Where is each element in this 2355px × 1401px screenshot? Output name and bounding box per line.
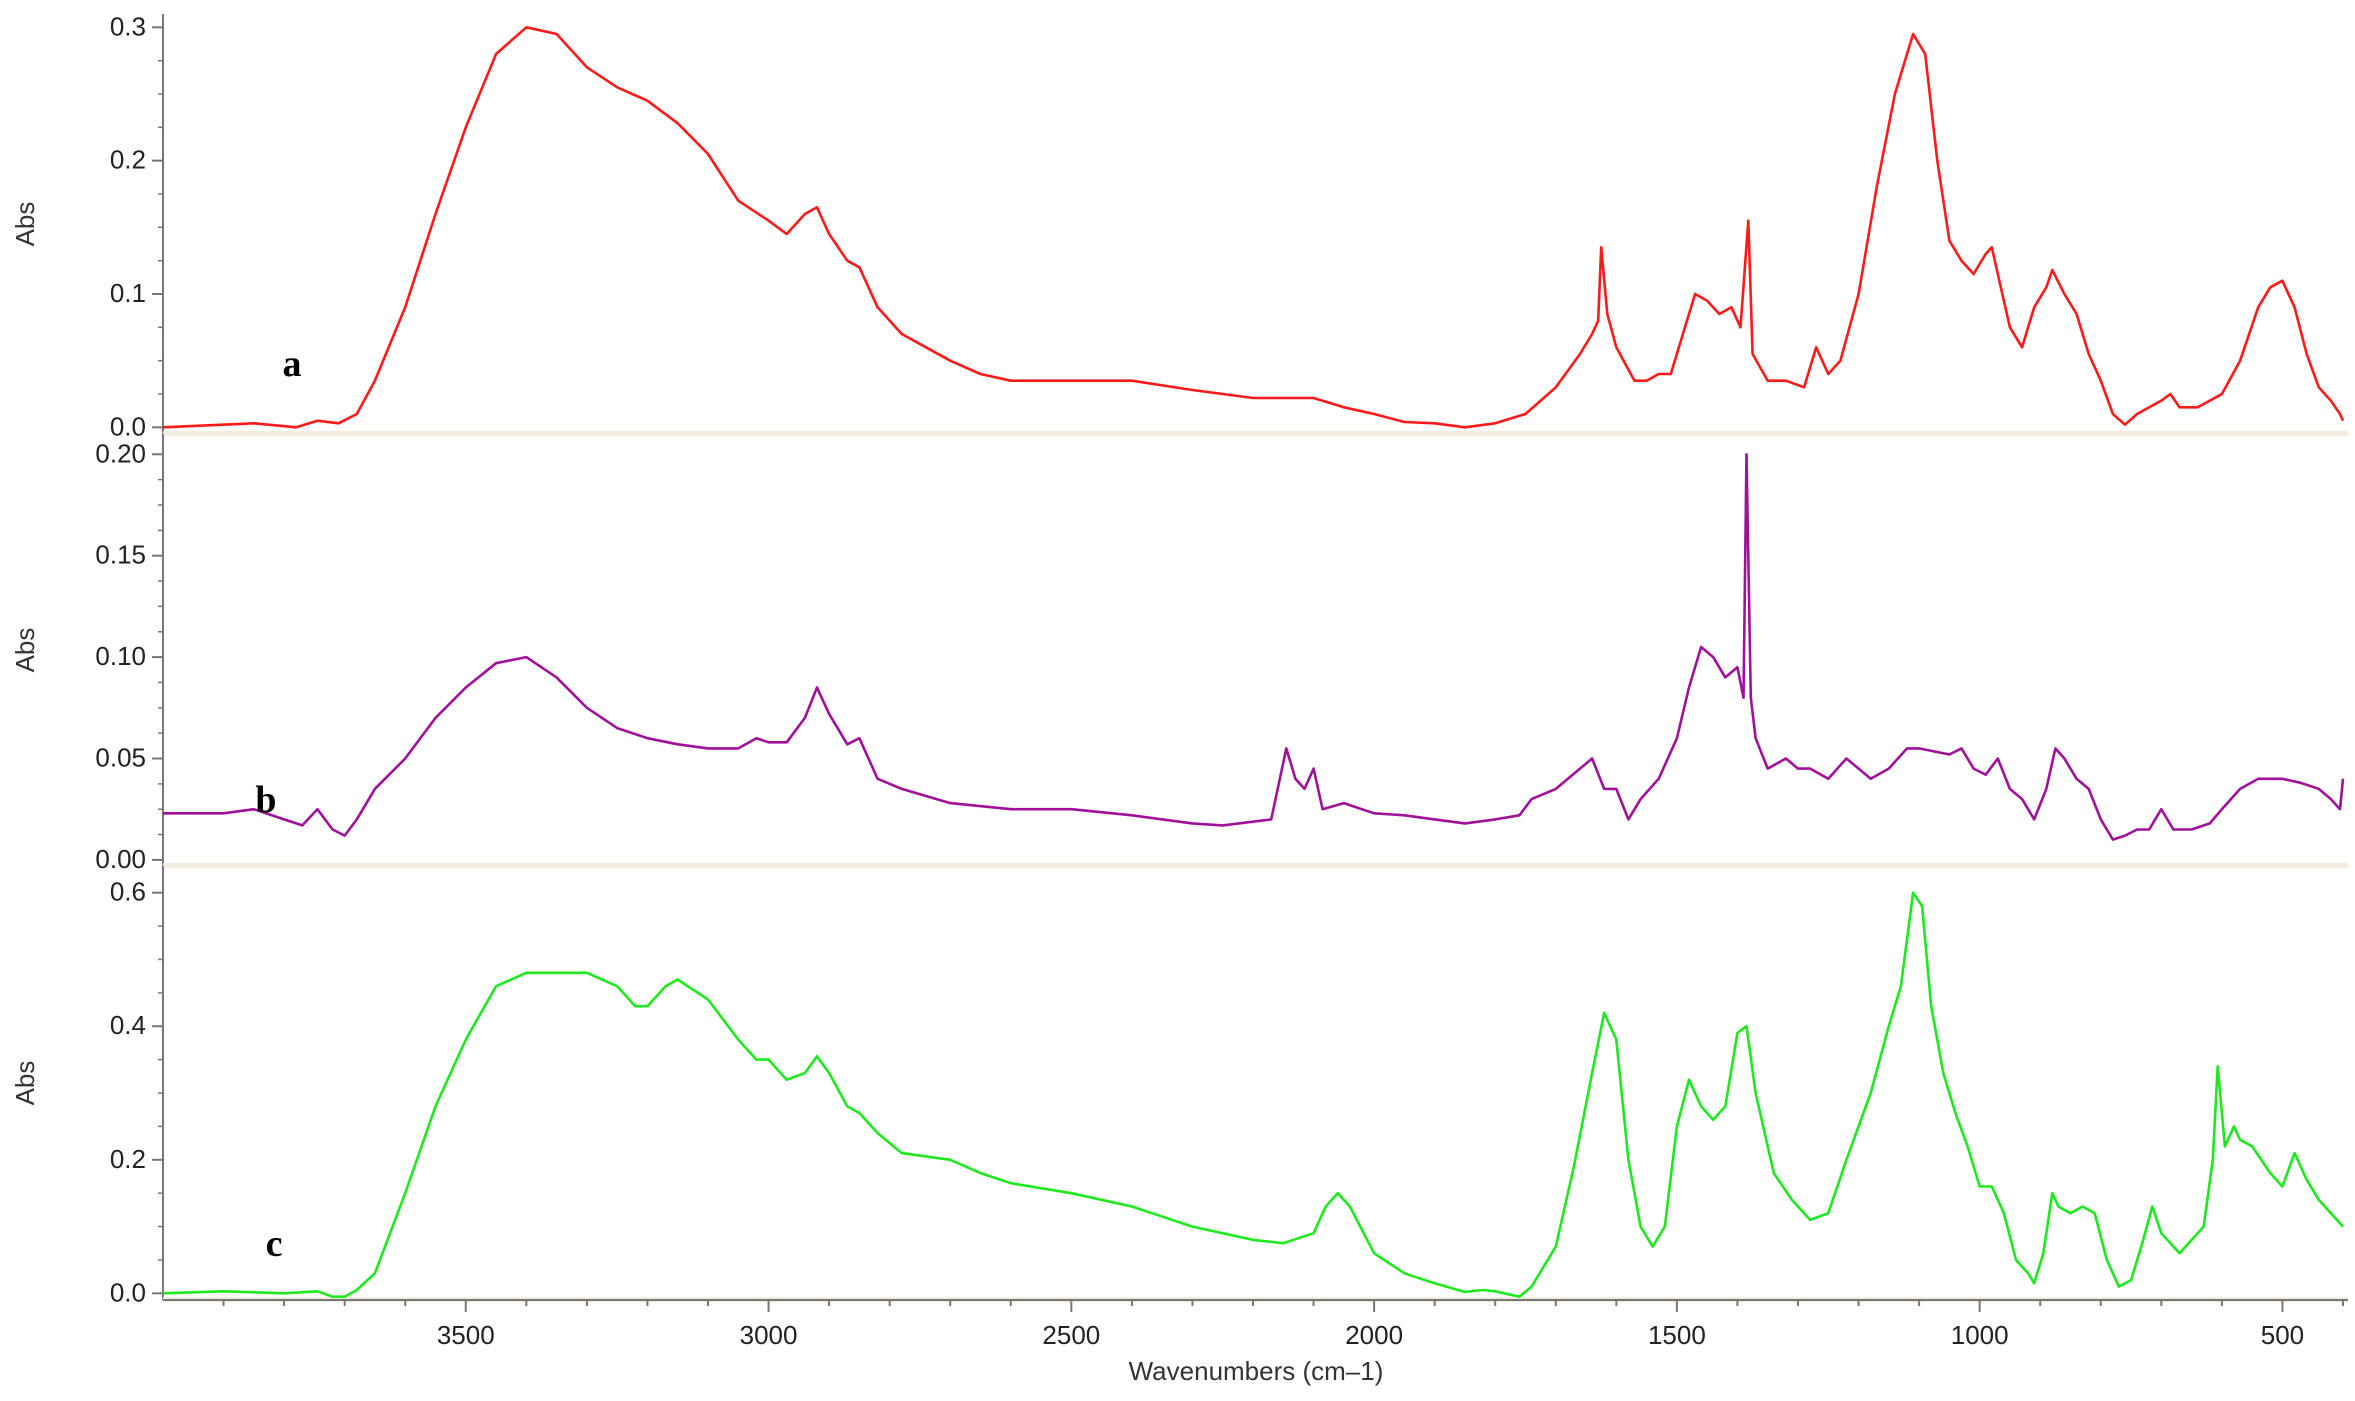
panel-separator (163, 863, 2348, 868)
spectrum-line-a (162, 26, 2345, 429)
spectrum-line-b (163, 453, 2345, 841)
x-axis: 3500 3000 2500 2000 1500 1000 500 (163, 1299, 2348, 1350)
y-tick-label: 0.3 (110, 11, 146, 41)
x-tick-label: 1000 (1951, 1320, 2009, 1350)
y-tick-label: 0.00 (95, 844, 146, 874)
panel-c: 0.0 0.2 0.4 0.6 Abs c (10, 866, 2348, 1307)
x-tick-label: 3500 (437, 1320, 495, 1350)
spectra-panels: 0.0 0.1 0.2 0.3 Abs a 0.00 0.05 0.10 0.15 0.20 Abs b… (10, 11, 2348, 1307)
panel-separator (163, 431, 2348, 436)
panel-label-c: c (266, 1223, 283, 1265)
panel-b: 0.00 0.05 0.10 0.15 0.20 Abs b (10, 434, 2348, 874)
y-tick-label: 0.0 (110, 411, 146, 441)
y-tick-label: 0.4 (110, 1010, 146, 1040)
panel-a: 0.0 0.1 0.2 0.3 Abs a (10, 11, 2348, 441)
y-axis-label: Abs (10, 1061, 40, 1106)
x-tick-label: 2000 (1345, 1320, 1403, 1350)
y-tick-label: 0.2 (110, 1144, 146, 1174)
spectrum-line-c (162, 891, 2344, 1298)
x-tick-label: 2500 (1042, 1320, 1100, 1350)
panel-label-a: a (283, 343, 302, 385)
x-tick-label: 500 (2261, 1320, 2304, 1350)
y-tick-label: 0.20 (95, 438, 146, 468)
y-tick-label: 0.1 (110, 278, 146, 308)
y-tick-label: 0.0 (110, 1277, 146, 1307)
panel-label-b: b (255, 779, 276, 821)
y-tick-label: 0.10 (95, 641, 146, 671)
y-tick-label: 0.05 (95, 743, 146, 773)
y-tick-label: 0.2 (110, 145, 146, 175)
y-axis-label: Abs (10, 628, 40, 673)
y-axis-label: Abs (10, 202, 40, 247)
x-axis-label: Wavenumbers (cm–1) (1129, 1356, 1384, 1386)
y-tick-label: 0.15 (95, 540, 146, 570)
x-tick-label: 1500 (1648, 1320, 1706, 1350)
x-tick-label: 3000 (740, 1320, 798, 1350)
y-tick-label: 0.6 (110, 877, 146, 907)
